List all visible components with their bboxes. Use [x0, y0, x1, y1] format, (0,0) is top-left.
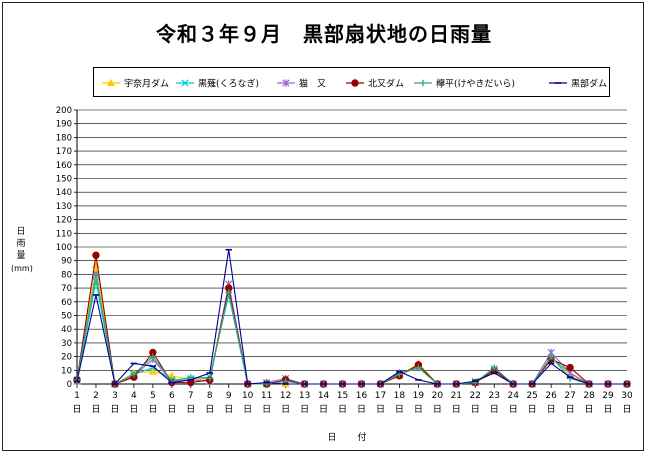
chart-legend: 宇奈月ダム 黒薙(くろなぎ) 猫 又 北又ダム 欅平(けやきだいら) 黒部ダム [93, 67, 610, 97]
legend-marker [351, 79, 359, 87]
y-axis-label: 日雨量 [16, 227, 26, 261]
chart-title: 令和３年９月 黒部扇状地の日雨量 [156, 22, 492, 46]
legend-svg: 宇奈月ダム 黒薙(くろなぎ) 猫 又 北又ダム 欅平(けやきだいら) 黒部ダム [102, 78, 607, 90]
legend-label: 欅平(けやきだいら) [436, 79, 515, 90]
legend-marker [106, 78, 116, 87]
legend-label: 宇奈月ダム [124, 78, 169, 90]
legend-entry: 欅平(けやきだいら) [414, 79, 515, 90]
legend-entry: 北又ダム [346, 78, 404, 90]
legend-marker [419, 79, 427, 87]
legend-entry: 黒薙(くろなぎ) [176, 78, 259, 90]
legend-entry: 猫 又 [277, 78, 326, 90]
y-axis-unit: (mm) [11, 264, 33, 273]
legend-marker [181, 79, 189, 87]
legend-marker [282, 79, 290, 87]
legend-label: 黒部ダム [571, 78, 607, 90]
legend-label: 猫 又 [299, 78, 326, 90]
legend-entry: 黒部ダム [549, 78, 607, 90]
x-axis-label: 日 付 [327, 433, 373, 443]
legend-entry: 宇奈月ダム [102, 78, 169, 90]
legend-label: 黒薙(くろなぎ) [198, 78, 259, 90]
legend-label: 北又ダム [368, 78, 404, 90]
